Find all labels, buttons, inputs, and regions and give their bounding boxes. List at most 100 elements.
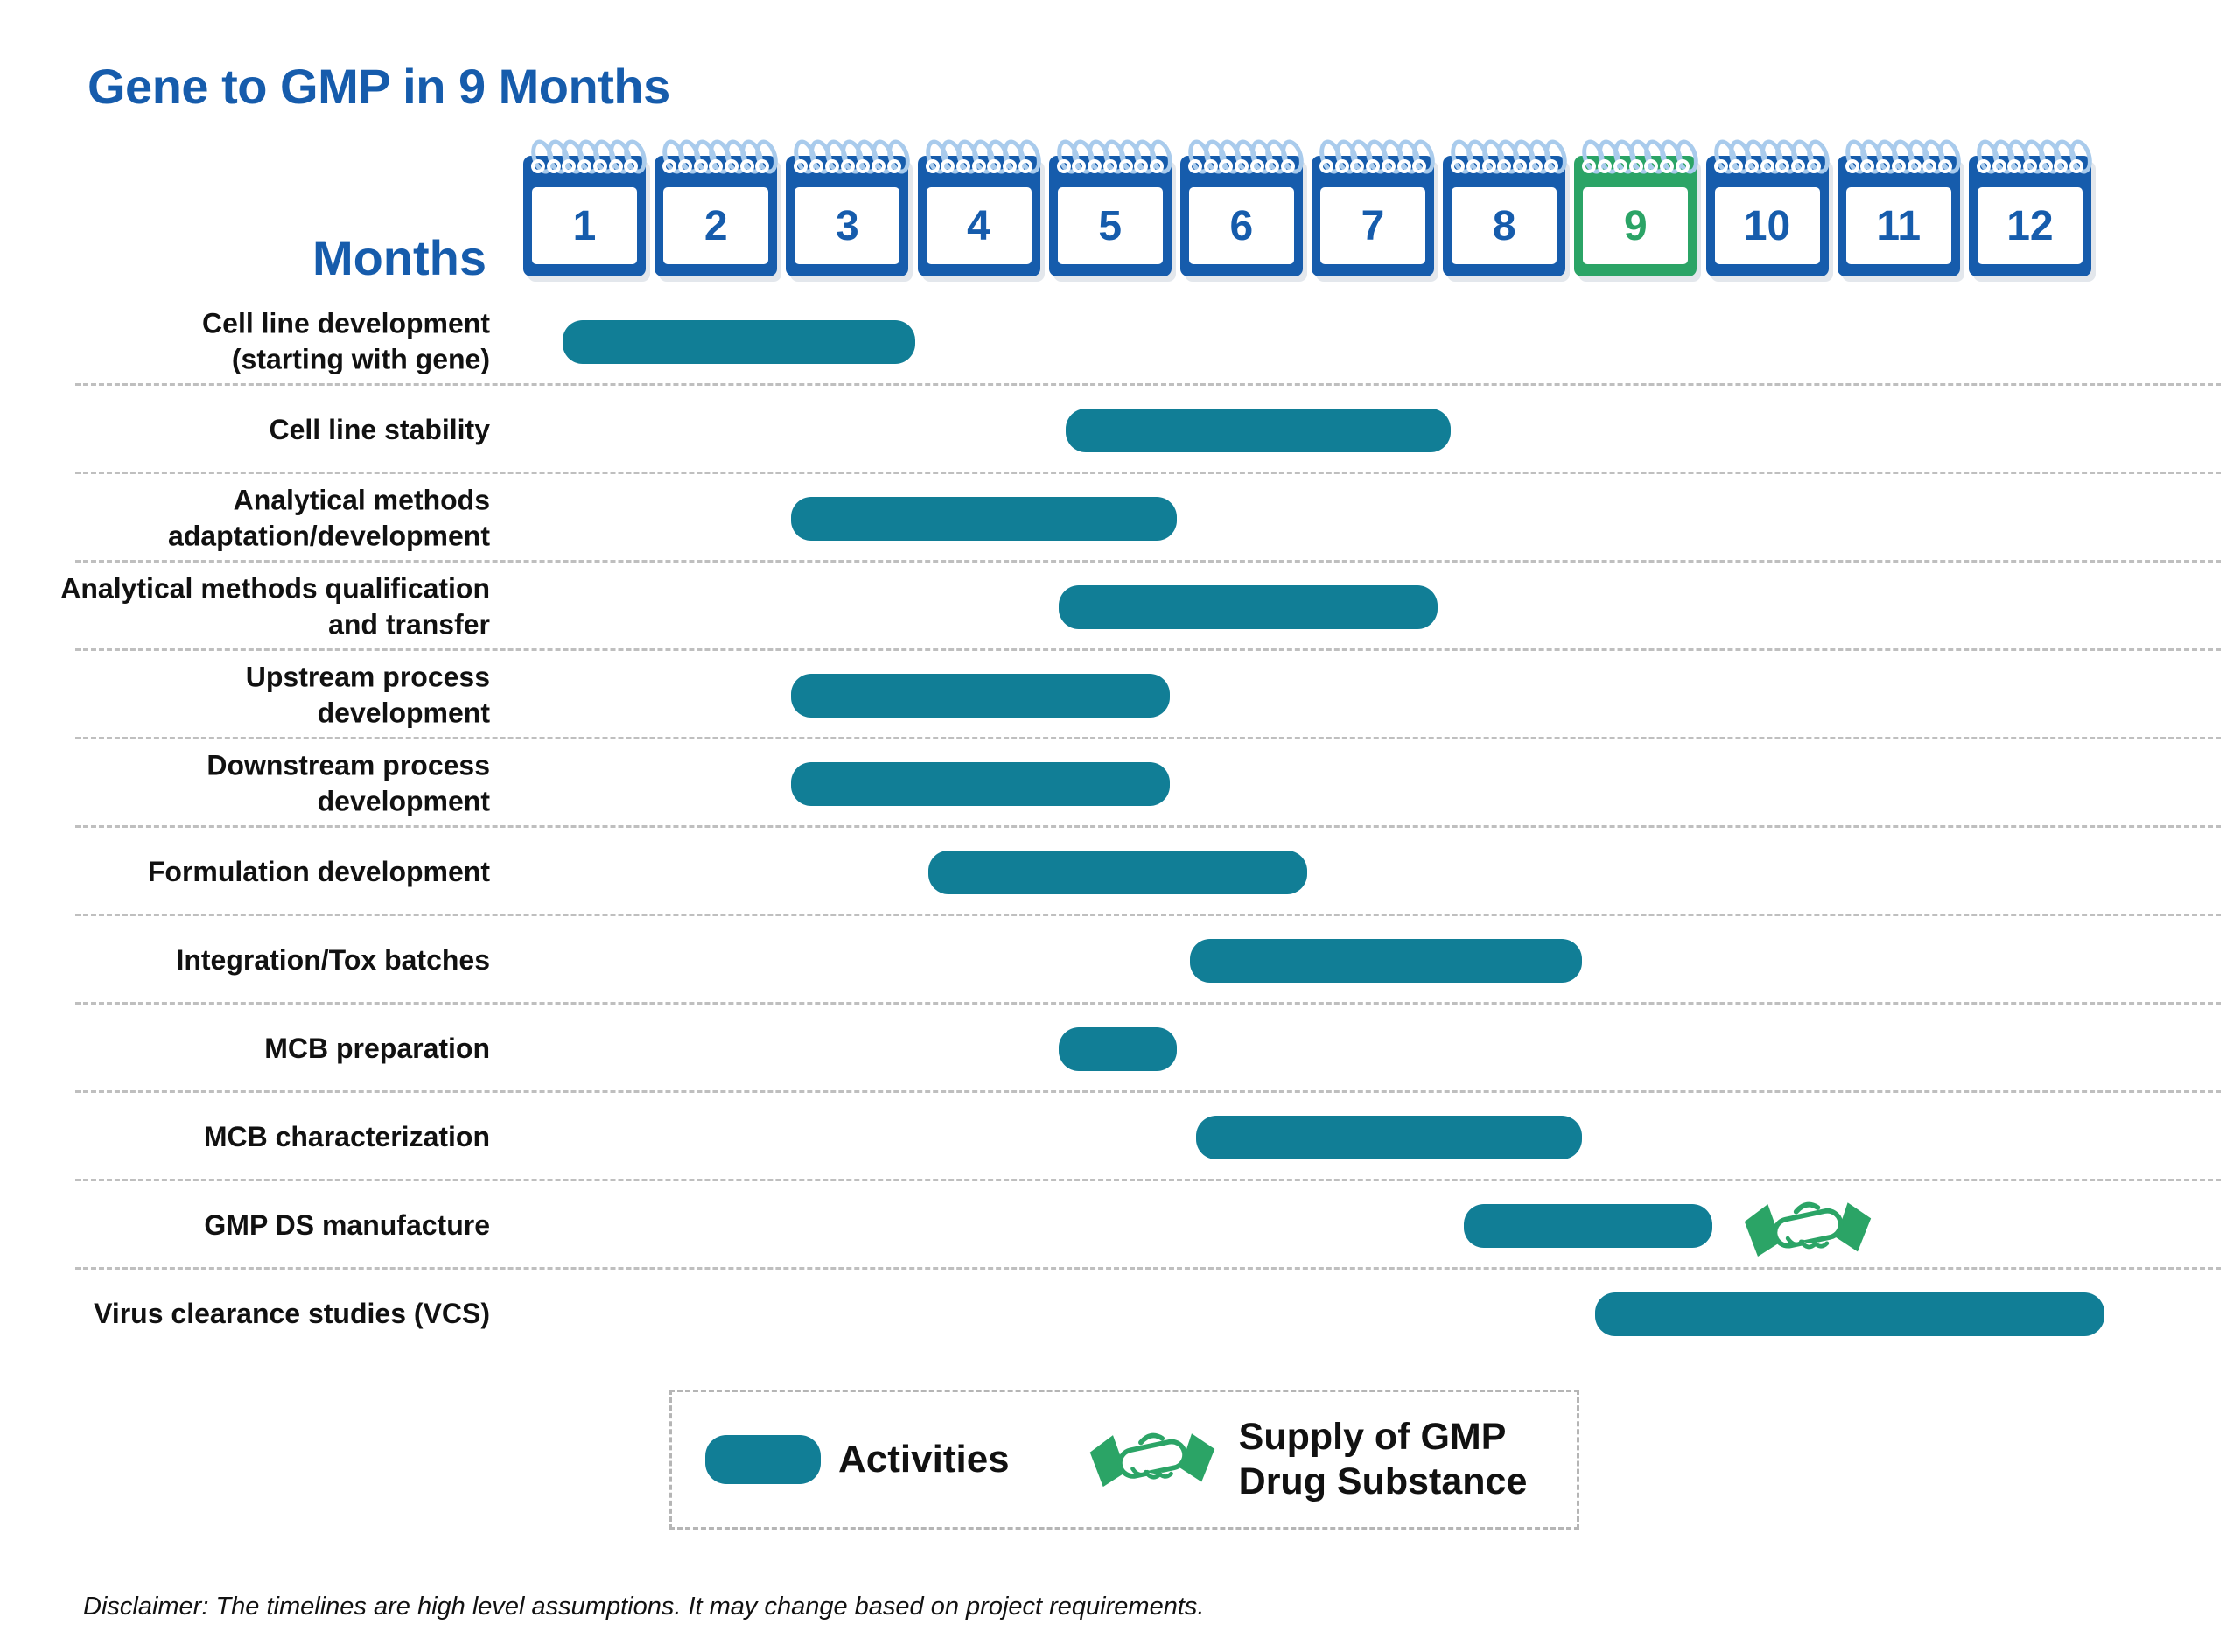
spiral-ring-icon <box>1613 139 1628 173</box>
month-number: 6 <box>1229 202 1254 249</box>
spiral-ring-icon <box>925 139 941 173</box>
spiral-ring-icon <box>1760 139 1775 173</box>
month-number: 9 <box>1624 202 1648 249</box>
calendar-face: 3 <box>794 187 900 264</box>
activities-bar-swatch <box>705 1435 821 1484</box>
row-label: Integration/Tox batches <box>176 943 490 976</box>
activity-bar <box>1059 1026 1177 1071</box>
month-calendar-12: 12 <box>1968 156 2091 276</box>
spiral-binding <box>1976 139 2084 173</box>
gantt-row: Downstream process development <box>0 739 2240 828</box>
spiral-ring-icon <box>1806 139 1822 173</box>
spiral-ring-icon <box>1581 139 1597 173</box>
calendar-face: 4 <box>926 187 1032 264</box>
spiral-ring-icon <box>2053 139 2068 173</box>
month-calendar-5: 5 <box>1048 156 1172 276</box>
gantt-rows: Cell line development (starting with gen… <box>0 298 2240 1358</box>
spiral-ring-icon <box>1187 139 1203 173</box>
spiral-binding <box>1319 139 1427 173</box>
row-track <box>523 474 2091 563</box>
spiral-ring-icon <box>1628 139 1644 173</box>
spiral-ring-icon <box>2006 139 2022 173</box>
activity-bar <box>562 319 915 364</box>
month-calendar-11: 11 <box>1837 156 1960 276</box>
month-number: 12 <box>2006 202 2054 249</box>
spiral-ring-icon <box>971 139 987 173</box>
spiral-ring-icon <box>662 139 677 173</box>
spiral-ring-icon <box>1597 139 1613 173</box>
spiral-ring-icon <box>2022 139 2038 173</box>
spiral-ring-icon <box>1218 139 1234 173</box>
row-label: GMP DS manufacture <box>204 1208 490 1241</box>
spiral-ring-icon <box>1992 139 2007 173</box>
spiral-ring-icon <box>754 139 770 173</box>
spiral-ring-icon <box>1264 139 1280 173</box>
spiral-ring-icon <box>1396 139 1412 173</box>
calendar-face: 5 <box>1057 187 1163 264</box>
spiral-ring-icon <box>1922 139 1937 173</box>
spiral-ring-icon <box>1713 139 1729 173</box>
spiral-ring-icon <box>546 139 562 173</box>
row-label: Upstream process development <box>245 660 490 729</box>
spiral-ring-icon <box>956 139 971 173</box>
spiral-ring-icon <box>1937 139 1953 173</box>
calendar-face: 12 <box>1977 187 2082 264</box>
gantt-row: MCB characterization <box>0 1093 2240 1181</box>
spiral-ring-icon <box>2038 139 2054 173</box>
supply-label: Supply of GMP Drug Substance <box>1238 1416 1528 1502</box>
month-calendar-10: 10 <box>1705 156 1829 276</box>
spiral-ring-icon <box>592 139 608 173</box>
spiral-ring-icon <box>1528 139 1544 173</box>
month-number: 8 <box>1492 202 1516 249</box>
spiral-binding <box>925 139 1033 173</box>
gantt-row: Integration/Tox batches <box>0 916 2240 1004</box>
spiral-ring-icon <box>855 139 871 173</box>
calendar-face: 10 <box>1714 187 1820 264</box>
spiral-ring-icon <box>608 139 624 173</box>
spiral-ring-icon <box>1891 139 1907 173</box>
spiral-ring-icon <box>808 139 824 173</box>
activity-bar <box>791 673 1171 718</box>
spiral-ring-icon <box>1450 139 1466 173</box>
spiral-ring-icon <box>1643 139 1659 173</box>
spiral-ring-icon <box>1512 139 1528 173</box>
gantt-row: MCB preparation <box>0 1004 2240 1093</box>
spiral-ring-icon <box>1365 139 1381 173</box>
spiral-ring-icon <box>1334 139 1350 173</box>
spiral-ring-icon <box>1544 139 1559 173</box>
row-track <box>523 386 2091 474</box>
spiral-ring-icon <box>1859 139 1875 173</box>
month-calendar-2: 2 <box>654 156 778 276</box>
spiral-ring-icon <box>1018 139 1033 173</box>
spiral-binding <box>1581 139 1690 173</box>
spiral-ring-icon <box>677 139 693 173</box>
spiral-ring-icon <box>1133 139 1149 173</box>
gantt-row: Cell line stability <box>0 386 2240 474</box>
months-axis-label: Months <box>312 230 486 285</box>
spiral-ring-icon <box>1071 139 1087 173</box>
gantt-row: GMP DS manufacture <box>0 1181 2240 1270</box>
month-calendar-9: 9 <box>1574 156 1698 276</box>
spiral-binding <box>793 139 901 173</box>
month-calendar-4: 4 <box>917 156 1040 276</box>
spiral-ring-icon <box>824 139 840 173</box>
handshake-icon <box>1744 1201 1871 1256</box>
spiral-ring-icon <box>1319 139 1334 173</box>
month-number: 4 <box>967 202 990 249</box>
row-track <box>523 298 2091 386</box>
row-track <box>523 916 2091 1004</box>
spiral-ring-icon <box>940 139 956 173</box>
spiral-ring-icon <box>793 139 808 173</box>
spiral-ring-icon <box>1481 139 1497 173</box>
row-track <box>523 651 2091 739</box>
month-number: 10 <box>1743 202 1791 249</box>
spiral-ring-icon <box>739 139 755 173</box>
calendar-face: 9 <box>1583 187 1689 264</box>
row-label: Cell line development (starting with gen… <box>202 306 490 375</box>
spiral-binding <box>662 139 770 173</box>
spiral-binding <box>1844 139 1953 173</box>
calendar-face: 1 <box>532 187 637 264</box>
calendar-face: 8 <box>1452 187 1558 264</box>
spiral-ring-icon <box>1087 139 1102 173</box>
activity-bar <box>791 761 1171 806</box>
